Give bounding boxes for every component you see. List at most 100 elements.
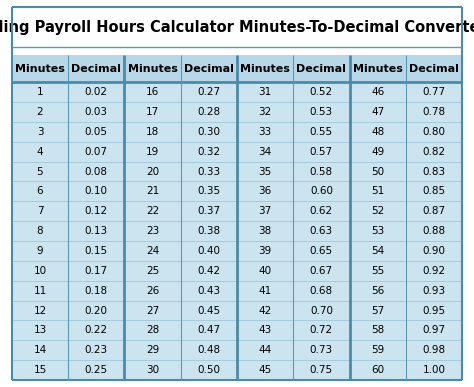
- Text: 4: 4: [36, 147, 43, 157]
- Text: 25: 25: [146, 266, 159, 276]
- Text: Decimal: Decimal: [184, 64, 234, 74]
- Text: 43: 43: [258, 325, 272, 336]
- FancyBboxPatch shape: [12, 7, 462, 380]
- Text: 20: 20: [146, 166, 159, 176]
- Text: 16: 16: [146, 87, 159, 97]
- Text: 0.50: 0.50: [197, 365, 220, 375]
- Text: 14: 14: [33, 345, 46, 355]
- Text: 51: 51: [371, 187, 384, 196]
- Text: 0.82: 0.82: [422, 147, 446, 157]
- Text: 59: 59: [371, 345, 384, 355]
- Text: 0.70: 0.70: [310, 305, 333, 315]
- Text: 0.65: 0.65: [310, 246, 333, 256]
- Text: 0.58: 0.58: [310, 166, 333, 176]
- Text: 0.02: 0.02: [85, 87, 108, 97]
- Text: 57: 57: [371, 305, 384, 315]
- Text: 0.30: 0.30: [197, 127, 220, 137]
- FancyBboxPatch shape: [12, 142, 462, 162]
- Text: Decimal: Decimal: [297, 64, 346, 74]
- Text: 0.08: 0.08: [85, 166, 108, 176]
- Text: 35: 35: [258, 166, 272, 176]
- FancyBboxPatch shape: [12, 102, 462, 122]
- Text: 47: 47: [371, 107, 384, 117]
- Text: 0.95: 0.95: [422, 305, 446, 315]
- Text: 0.20: 0.20: [85, 305, 108, 315]
- FancyBboxPatch shape: [12, 201, 462, 221]
- Text: 0.40: 0.40: [197, 246, 220, 256]
- FancyBboxPatch shape: [12, 281, 462, 301]
- Text: 0.37: 0.37: [197, 206, 220, 216]
- Text: 1.00: 1.00: [422, 365, 446, 375]
- Text: 2: 2: [36, 107, 43, 117]
- Text: 0.05: 0.05: [85, 127, 108, 137]
- Text: 0.77: 0.77: [422, 87, 446, 97]
- Text: 15: 15: [33, 365, 46, 375]
- Text: 48: 48: [371, 127, 384, 137]
- Text: 29: 29: [146, 345, 159, 355]
- FancyBboxPatch shape: [12, 55, 462, 82]
- Text: 41: 41: [258, 286, 272, 296]
- FancyBboxPatch shape: [12, 261, 462, 281]
- Text: 0.35: 0.35: [197, 187, 220, 196]
- Text: 27: 27: [146, 305, 159, 315]
- Text: 21: 21: [146, 187, 159, 196]
- Text: 0.53: 0.53: [310, 107, 333, 117]
- Text: 54: 54: [371, 246, 384, 256]
- Text: 0.87: 0.87: [422, 206, 446, 216]
- Text: Minutes: Minutes: [353, 64, 402, 74]
- Text: 0.73: 0.73: [310, 345, 333, 355]
- Text: 0.55: 0.55: [310, 127, 333, 137]
- Text: 0.47: 0.47: [197, 325, 220, 336]
- Text: Minutes: Minutes: [128, 64, 177, 74]
- FancyBboxPatch shape: [12, 182, 462, 201]
- Text: 7: 7: [36, 206, 43, 216]
- Text: 0.12: 0.12: [85, 206, 108, 216]
- Text: 37: 37: [258, 206, 272, 216]
- Text: 50: 50: [371, 166, 384, 176]
- Text: 9: 9: [36, 246, 43, 256]
- Text: 11: 11: [33, 286, 46, 296]
- Text: 30: 30: [146, 365, 159, 375]
- Text: 0.85: 0.85: [422, 187, 446, 196]
- FancyBboxPatch shape: [12, 241, 462, 261]
- Text: 0.28: 0.28: [197, 107, 220, 117]
- Text: 24: 24: [146, 246, 159, 256]
- Text: 23: 23: [146, 226, 159, 236]
- Text: 0.97: 0.97: [422, 325, 446, 336]
- Text: 0.17: 0.17: [85, 266, 108, 276]
- Text: 26: 26: [146, 286, 159, 296]
- Text: 10: 10: [34, 266, 46, 276]
- Text: 12: 12: [33, 305, 46, 315]
- Text: 0.83: 0.83: [422, 166, 446, 176]
- Text: Minutes: Minutes: [15, 64, 65, 74]
- FancyBboxPatch shape: [12, 340, 462, 360]
- Text: 0.27: 0.27: [197, 87, 220, 97]
- Text: 52: 52: [371, 206, 384, 216]
- Text: 0.25: 0.25: [85, 365, 108, 375]
- Text: 55: 55: [371, 266, 384, 276]
- Text: 19: 19: [146, 147, 159, 157]
- Text: 0.98: 0.98: [422, 345, 446, 355]
- Text: 0.38: 0.38: [197, 226, 220, 236]
- FancyBboxPatch shape: [12, 82, 462, 102]
- Text: 0.67: 0.67: [310, 266, 333, 276]
- Text: 40: 40: [259, 266, 272, 276]
- Text: 5: 5: [36, 166, 43, 176]
- Text: 0.10: 0.10: [85, 187, 108, 196]
- Text: 60: 60: [371, 365, 384, 375]
- Text: 38: 38: [258, 226, 272, 236]
- FancyBboxPatch shape: [12, 360, 462, 380]
- Text: 34: 34: [258, 147, 272, 157]
- Text: 0.07: 0.07: [85, 147, 108, 157]
- FancyBboxPatch shape: [12, 7, 462, 48]
- Text: 56: 56: [371, 286, 384, 296]
- FancyBboxPatch shape: [12, 162, 462, 182]
- Text: 31: 31: [258, 87, 272, 97]
- Text: 0.72: 0.72: [310, 325, 333, 336]
- Text: 0.43: 0.43: [197, 286, 220, 296]
- Text: 0.80: 0.80: [422, 127, 446, 137]
- FancyBboxPatch shape: [12, 301, 462, 320]
- Text: 0.45: 0.45: [197, 305, 220, 315]
- Text: 0.90: 0.90: [422, 246, 446, 256]
- Text: 0.13: 0.13: [85, 226, 108, 236]
